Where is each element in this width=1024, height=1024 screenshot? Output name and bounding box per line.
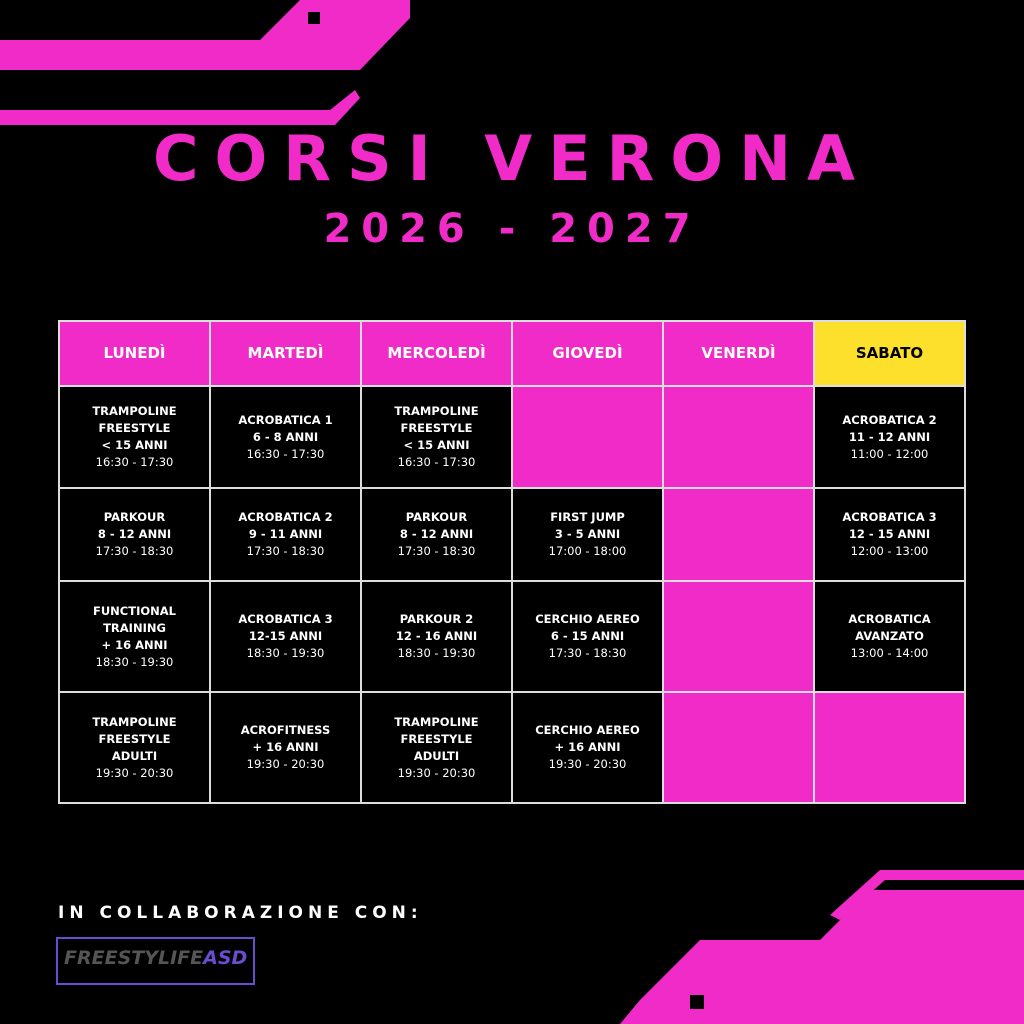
course-line: 11 - 12 ANNI bbox=[848, 429, 931, 444]
course-line: + 16 ANNI bbox=[101, 637, 168, 652]
course-line: + 16 ANNI bbox=[252, 740, 319, 754]
course-time: 17:30 - 18:30 bbox=[246, 544, 325, 558]
course-time: 18:30 - 19:30 bbox=[246, 646, 325, 660]
course-line: FREESTYLE bbox=[400, 731, 473, 746]
course-line: CERCHIO AEREO bbox=[535, 612, 640, 626]
course-time: 16:30 - 17:30 bbox=[397, 455, 476, 469]
course-line: ACROBATICA 3 bbox=[238, 612, 333, 626]
course-time: 19:30 - 20:30 bbox=[95, 765, 174, 780]
title: CORSI VERONA bbox=[153, 122, 871, 195]
course-cell: CERCHIO AEREO + 16 ANNI 19:30 - 20:30 bbox=[512, 692, 663, 803]
logo: FREESTYLIFEASD bbox=[56, 937, 255, 985]
course-cell: ACROBATICA 3 12 - 15 ANNI 12:00 - 13:00 bbox=[814, 488, 965, 581]
course-line: FREESTYLE bbox=[400, 421, 473, 435]
course-cell: ACROBATICA 2 9 - 11 ANNI 17:30 - 18:30 bbox=[210, 488, 361, 581]
logo-name: FREESTYLIFE bbox=[64, 947, 204, 969]
course-line: TRAMPOLINE bbox=[394, 714, 479, 729]
subtitle: 2026 - 2027 bbox=[323, 206, 701, 252]
course-line: ACROBATICA 2 bbox=[842, 412, 937, 427]
course-line: ACROBATICA bbox=[848, 612, 931, 626]
course-line: AVANZATO bbox=[855, 629, 924, 643]
empty-cell bbox=[663, 386, 814, 488]
course-line: 9 - 11 ANNI bbox=[248, 527, 323, 541]
course-time: 17:30 - 18:30 bbox=[397, 544, 476, 558]
course-cell: ACROFITNESS + 16 ANNI 19:30 - 20:30 bbox=[210, 692, 361, 803]
day-header: SABATO bbox=[814, 321, 965, 386]
course-cell: ACROBATICA 3 12-15 ANNI 18:30 - 19:30 bbox=[210, 581, 361, 692]
course-line: ADULTI bbox=[413, 748, 460, 763]
course-time: 11:00 - 12:00 bbox=[850, 446, 929, 461]
course-time: 19:30 - 20:30 bbox=[246, 757, 325, 771]
course-line: PARKOUR 2 bbox=[399, 612, 474, 626]
course-line: ACROBATICA 1 bbox=[238, 412, 333, 427]
course-line: FUNCTIONAL bbox=[92, 603, 176, 618]
course-cell: TRAMPOLINE FREESTYLE < 15 ANNI 16:30 - 17:3… bbox=[361, 386, 512, 488]
empty-cell bbox=[663, 488, 814, 581]
course-time: 18:30 - 19:30 bbox=[95, 654, 174, 669]
course-line: PARKOUR bbox=[405, 510, 468, 524]
course-line: TRAINING bbox=[103, 620, 166, 635]
course-cell: ACROBATICA 2 11 - 12 ANNI 11:00 - 12:00 bbox=[814, 386, 965, 488]
course-line: FREESTYLE bbox=[98, 731, 171, 746]
course-line: 3 - 5 ANNI bbox=[554, 527, 621, 541]
course-cell: FUNCTIONAL TRAINING + 16 ANNI 18:30 - 19:30 bbox=[59, 581, 210, 692]
course-cell: ACROBATICA 1 6 - 8 ANNI 16:30 - 17:30 bbox=[210, 386, 361, 488]
course-cell: TRAMPOLINE FREESTYLE ADULTI 19:30 - 20:30 bbox=[59, 692, 210, 803]
day-header: VENERDÌ bbox=[663, 321, 814, 386]
course-time: 12:00 - 13:00 bbox=[850, 544, 929, 558]
course-line: 8 - 12 ANNI bbox=[97, 527, 172, 541]
day-header: MARTEDÌ bbox=[210, 321, 361, 386]
day-header: GIOVEDÌ bbox=[512, 321, 663, 386]
course-line: + 16 ANNI bbox=[554, 740, 621, 754]
course-time: 17:00 - 18:00 bbox=[548, 544, 627, 558]
course-time: 18:30 - 19:30 bbox=[397, 646, 476, 660]
course-line: TRAMPOLINE bbox=[92, 714, 177, 729]
course-time: 17:30 - 18:30 bbox=[548, 646, 627, 660]
course-line: 6 - 15 ANNI bbox=[550, 629, 625, 643]
course-time: 16:30 - 17:30 bbox=[246, 446, 325, 461]
course-line: 12 - 16 ANNI bbox=[395, 629, 478, 643]
course-line: TRAMPOLINE bbox=[394, 404, 479, 418]
logo-suffix: ASD bbox=[203, 947, 248, 969]
course-line: TRAMPOLINE bbox=[92, 404, 177, 418]
course-cell: PARKOUR 8 - 12 ANNI 17:30 - 18:30 bbox=[59, 488, 210, 581]
course-line: 6 - 8 ANNI bbox=[252, 429, 319, 444]
course-line: ACROBATICA 3 bbox=[842, 510, 937, 524]
empty-cell bbox=[663, 581, 814, 692]
course-line: ACROFITNESS bbox=[240, 723, 331, 737]
course-line: ACROBATICA 2 bbox=[238, 510, 333, 524]
course-cell: ACROBATICA AVANZATO 13:00 - 14:00 bbox=[814, 581, 965, 692]
course-line: FIRST JUMP bbox=[550, 510, 625, 524]
course-time: 19:30 - 20:30 bbox=[548, 757, 627, 771]
course-line: < 15 ANNI bbox=[403, 438, 470, 452]
day-header: LUNEDÌ bbox=[59, 321, 210, 386]
course-line: FREESTYLE bbox=[98, 421, 171, 435]
schedule-table: LUNEDÌ MARTEDÌ MERCOLEDÌ GIOVEDÌ VENERDÌ SABA… bbox=[58, 320, 966, 804]
empty-cell bbox=[663, 692, 814, 803]
course-line: < 15 ANNI bbox=[101, 438, 168, 452]
course-time: 13:00 - 14:00 bbox=[850, 646, 929, 660]
course-cell: PARKOUR 2 12 - 16 ANNI 18:30 - 19:30 bbox=[361, 581, 512, 692]
course-time: 19:30 - 20:30 bbox=[397, 765, 476, 780]
course-time: 16:30 - 17:30 bbox=[95, 455, 174, 469]
course-line: 8 - 12 ANNI bbox=[399, 527, 474, 541]
course-line: PARKOUR bbox=[103, 510, 166, 524]
course-cell: FIRST JUMP 3 - 5 ANNI 17:00 - 18:00 bbox=[512, 488, 663, 581]
course-cell: TRAMPOLINE FREESTYLE ADULTI 19:30 - 20:30 bbox=[361, 692, 512, 803]
day-header: MERCOLEDÌ bbox=[361, 321, 512, 386]
course-cell: PARKOUR 8 - 12 ANNI 17:30 - 18:30 bbox=[361, 488, 512, 581]
empty-cell bbox=[512, 386, 663, 488]
course-line: 12 - 15 ANNI bbox=[848, 527, 931, 541]
course-line: CERCHIO AEREO bbox=[535, 723, 640, 737]
course-time: 17:30 - 18:30 bbox=[95, 544, 174, 558]
course-cell: TRAMPOLINE FREESTYLE < 15 ANNI 16:30 - 17:3… bbox=[59, 386, 210, 488]
course-cell: CERCHIO AEREO 6 - 15 ANNI 17:30 - 18:30 bbox=[512, 581, 663, 692]
collab-text: IN COLLABORAZIONE CON: bbox=[58, 903, 423, 923]
course-line: ADULTI bbox=[111, 748, 158, 763]
empty-cell bbox=[814, 692, 965, 803]
course-line: 12-15 ANNI bbox=[248, 629, 323, 643]
